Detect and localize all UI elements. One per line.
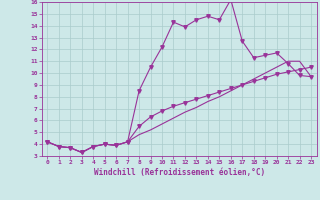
X-axis label: Windchill (Refroidissement éolien,°C): Windchill (Refroidissement éolien,°C) <box>94 168 265 177</box>
